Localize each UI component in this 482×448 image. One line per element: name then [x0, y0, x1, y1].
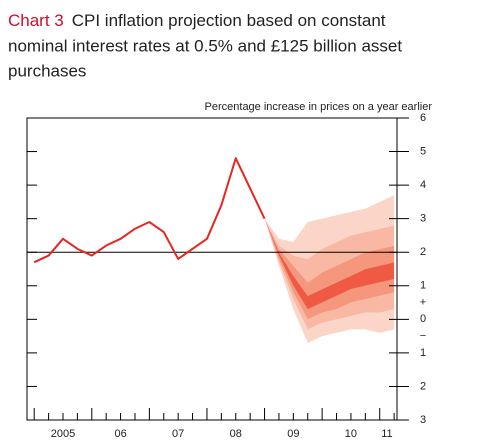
- fan-band: [264, 218, 395, 296]
- y-tick-label: 2: [420, 380, 426, 392]
- y-tick-label: 4: [420, 179, 426, 191]
- title-line: purchases: [8, 61, 86, 80]
- y-tick-label: 1: [420, 280, 426, 292]
- fan-band: [264, 195, 395, 259]
- x-tick-label: 09: [287, 428, 299, 440]
- y-tick-label: 3: [420, 414, 426, 426]
- y-tick-label: 3: [420, 213, 426, 225]
- chart-number: Chart 3: [8, 11, 64, 30]
- x-tick-label: 06: [114, 428, 126, 440]
- y-tick-label: 6: [420, 112, 426, 124]
- fan-band: [264, 218, 395, 330]
- x-tick-label: 08: [230, 428, 242, 440]
- line-series: [33, 157, 266, 264]
- y-tick-label: 5: [420, 145, 426, 157]
- x-tick-label: 10: [345, 428, 357, 440]
- plot-frame: [26, 117, 398, 421]
- y-tick-label: 2: [420, 246, 426, 258]
- sign-label: −: [420, 330, 426, 342]
- y-tick-label: 1: [420, 347, 426, 359]
- fan-band: [264, 218, 395, 320]
- title-line: CPI inflation projection based on consta…: [72, 11, 386, 30]
- x-tick-label: 11: [381, 428, 392, 440]
- x-tick-label: 07: [172, 428, 184, 440]
- y-tick-label: 0: [420, 313, 426, 325]
- fan-band: [264, 218, 395, 283]
- chart-title: Chart 3 CPI inflation projection based on…: [8, 11, 386, 30]
- sign-label: +: [420, 296, 426, 308]
- x-tick-label: 2005: [51, 428, 75, 440]
- fan-band: [264, 218, 395, 310]
- title-line: nominal interest rates at 0.5% and £125 …: [8, 36, 402, 55]
- fan-band: [264, 218, 395, 343]
- y-axis-label: Percentage increase in prices on a year …: [205, 101, 433, 113]
